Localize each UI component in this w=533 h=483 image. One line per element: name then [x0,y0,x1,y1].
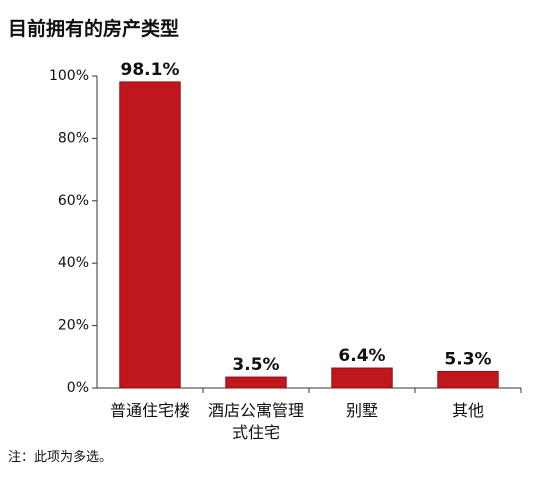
y-tick-label: 100% [49,68,89,84]
y-tick-label: 80% [58,130,89,146]
value-label: 3.5% [232,355,279,375]
x-tick-label: 酒店公寓管理式住宅 [208,401,305,442]
x-tick-label: 普通住宅楼 [109,401,190,420]
chart-title: 目前拥有的房产类型 [8,18,180,40]
y-tick-label: 20% [58,318,89,334]
x-tick-label: 别墅 [345,401,378,420]
value-label: 98.1% [121,60,180,80]
x-tick-label: 其他 [451,401,484,420]
bar [119,81,181,389]
value-label: 6.4% [338,346,385,366]
y-tick-label: 40% [58,255,89,271]
y-tick-label: 0% [67,380,89,396]
bar [331,367,393,389]
y-tick-label: 60% [58,193,89,209]
footnote: 注：此项为多选。 [8,450,113,465]
value-label: 5.3% [444,349,491,369]
bar [437,370,499,389]
bar [225,376,287,389]
